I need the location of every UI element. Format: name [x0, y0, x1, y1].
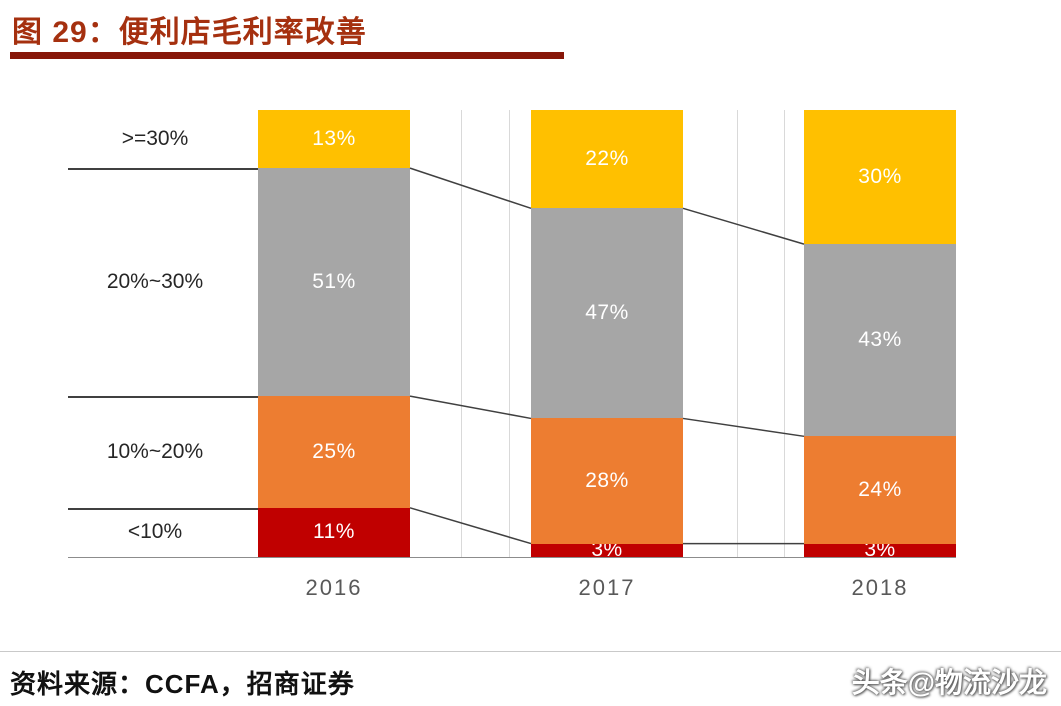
bar-2018: 30% 43% 24% 3% [804, 110, 956, 557]
segment-value-label: 13% [312, 127, 356, 151]
segment-value-label: 51% [312, 270, 356, 294]
segment-value-label: 22% [585, 147, 629, 171]
figure-title: 图 29：便利店毛利率改善 [12, 16, 367, 49]
x-axis-line [68, 557, 956, 558]
connector-line [409, 167, 532, 210]
connector-line [682, 207, 805, 245]
vertical-gridline-1 [509, 110, 510, 557]
segment-2017-s3: 3% [531, 543, 683, 557]
row-boundary-line-1 [68, 396, 258, 399]
footer-divider [0, 651, 1061, 652]
row-label-0: >=30% [121, 127, 189, 151]
row-label-1: 20%~30% [106, 270, 204, 294]
segment-value-label: 11% [313, 520, 355, 544]
bar-2017: 22% 47% 28% 3% [531, 110, 683, 557]
vertical-gridline-2 [737, 110, 738, 557]
segment-2018-s2: 24% [804, 436, 956, 544]
segment-value-label: 47% [585, 301, 629, 325]
row-boundary-line-2 [68, 507, 258, 510]
source-text: 资料来源：CCFA，招商证券 [10, 669, 355, 699]
segment-2018-s0: 30% [804, 110, 956, 245]
segment-value-label: 30% [858, 165, 902, 189]
segment-value-label: 3% [864, 543, 896, 557]
segment-2017-s1: 47% [531, 208, 683, 419]
row-label-3: <10% [127, 520, 183, 544]
x-axis-label-2018: 2018 [851, 575, 909, 600]
segment-value-label: 25% [312, 439, 356, 463]
row-boundary-line-0 [68, 168, 258, 171]
bar-2016: 13% 51% 25% 11% [258, 110, 410, 557]
title-underline [10, 52, 564, 59]
connector-line [409, 395, 532, 420]
segment-2017-s2: 28% [531, 418, 683, 544]
segment-2016-s0: 13% [258, 110, 410, 169]
vertical-gridline-3 [784, 110, 785, 557]
row-label-2: 10%~20% [106, 439, 204, 463]
segment-2016-s1: 51% [258, 168, 410, 397]
connector-line [409, 507, 532, 545]
segment-2017-s0: 22% [531, 110, 683, 209]
segment-value-label: 43% [858, 328, 902, 352]
segment-2018-s1: 43% [804, 244, 956, 437]
x-axis-label-2017: 2017 [578, 575, 636, 600]
segment-2016-s3: 11% [258, 507, 410, 557]
watermark-text: 头条@物流沙龙 [851, 667, 1047, 698]
connector-line [682, 417, 805, 438]
vertical-gridline-0 [461, 110, 462, 557]
segment-2018-s3: 3% [804, 543, 956, 557]
segment-value-label: 24% [858, 477, 902, 501]
segment-2016-s2: 25% [258, 396, 410, 508]
segment-value-label: 3% [591, 543, 623, 557]
segment-value-label: 28% [585, 468, 629, 492]
x-axis-label-2016: 2016 [305, 575, 363, 600]
